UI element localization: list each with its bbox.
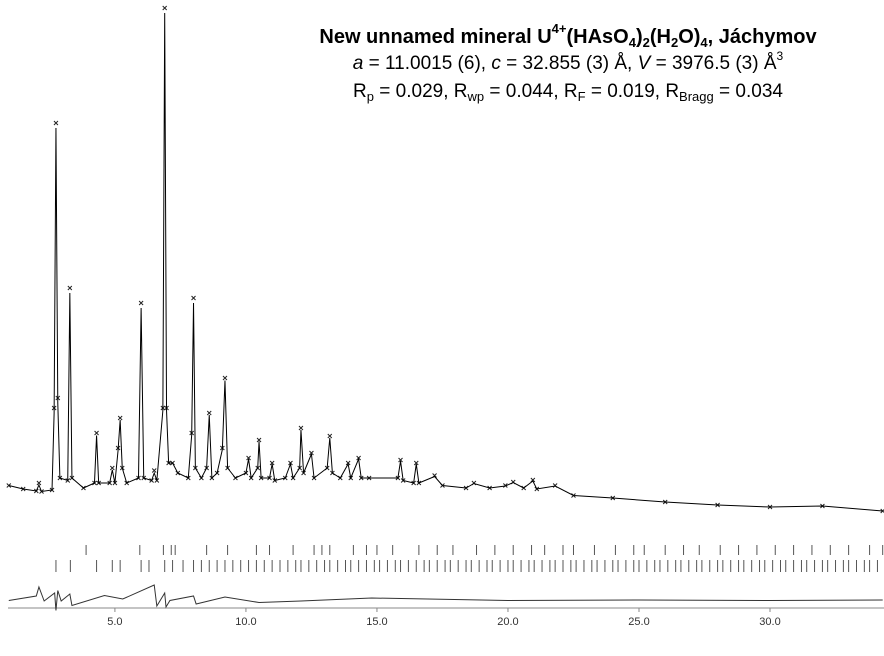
x-tick-label: 10.0 (235, 616, 256, 628)
observed-point (191, 295, 196, 301)
observed-point (117, 415, 123, 421)
title-part: 4+ (552, 21, 567, 36)
x-tick-label: 25.0 (628, 616, 649, 628)
observed-point (109, 465, 115, 471)
x-tick-label: 5.0 (107, 616, 122, 628)
subtitle-part: = 32.855 (3) Å, (501, 53, 638, 74)
observed-point (413, 460, 419, 466)
observed-point (94, 430, 99, 436)
agreement-part: p (367, 89, 374, 104)
observed-point (398, 457, 403, 463)
agreement-part: = 0.029, R (374, 81, 467, 102)
observed-point (53, 120, 59, 126)
subtitle-part: a (353, 53, 364, 74)
observed-point (327, 433, 333, 439)
title-part: (H (650, 26, 671, 48)
observed-point (309, 450, 314, 456)
chart-subtitle: a = 11.0015 (6), c = 32.855 (3) Å, V = 3… (353, 49, 784, 74)
subtitle-part: c (491, 53, 501, 74)
subtitle-part: = 3976.5 (3) Å (650, 53, 777, 74)
observed-point (246, 455, 251, 461)
observed-point (206, 410, 212, 416)
difference-line (8, 584, 883, 611)
agreement-factors: Rp = 0.029, Rwp = 0.044, RF = 0.019, RBr… (353, 81, 783, 104)
title-part: , Jáchymov (708, 26, 818, 48)
observed-point (6, 483, 12, 488)
agreement-part: = 0.019, R (586, 81, 679, 102)
agreement-part: Bragg (679, 89, 714, 104)
observed-point (67, 285, 73, 291)
observed-point (162, 5, 168, 11)
subtitle-part: = 11.0015 (6), (363, 53, 491, 74)
agreement-part: wp (467, 89, 485, 104)
agreement-part: F (578, 89, 586, 104)
observed-point (298, 425, 304, 431)
observed-point (138, 300, 144, 306)
chart-title: New unnamed mineral U4+(HAsO4)2(H2O)4, J… (319, 21, 817, 50)
title-part: 2 (643, 35, 650, 50)
x-tick-label: 20.0 (497, 616, 518, 628)
observed-point (880, 508, 884, 514)
title-part: New unnamed mineral U (319, 26, 551, 48)
calculated-line (8, 12, 883, 512)
observed-point (269, 460, 275, 466)
title-part: 4 (700, 35, 708, 50)
observed-point (256, 437, 262, 443)
observed-point (530, 477, 536, 483)
subtitle-part: V (638, 53, 653, 74)
title-part: (HAsO (566, 26, 628, 48)
title-part: 4 (629, 35, 637, 50)
agreement-part: = 0.034 (714, 81, 784, 102)
x-tick-label: 15.0 (366, 616, 387, 628)
observed-point (151, 468, 157, 473)
title-part: ) (636, 26, 643, 48)
observed-point (222, 375, 228, 381)
agreement-part: = 0.044, R (484, 81, 577, 102)
x-tick-label: 30.0 (759, 616, 780, 628)
title-part: O) (678, 26, 700, 48)
observed-point (36, 480, 42, 486)
subtitle-part: 3 (777, 49, 784, 63)
agreement-part: R (353, 81, 367, 102)
title-part: 2 (671, 35, 678, 50)
